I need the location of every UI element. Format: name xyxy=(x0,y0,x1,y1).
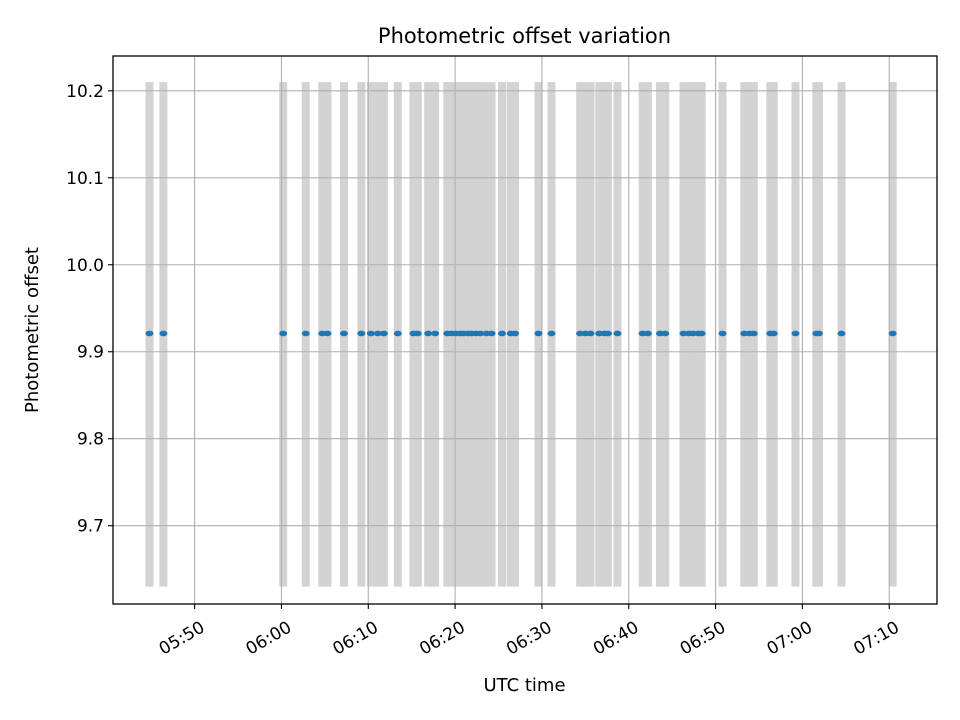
data-point xyxy=(339,330,348,337)
data-point xyxy=(379,330,388,337)
y-tick-label: 9.8 xyxy=(77,430,104,450)
data-point xyxy=(301,330,310,337)
data-point xyxy=(791,330,800,337)
data-point xyxy=(393,330,402,337)
y-tick-label: 9.7 xyxy=(77,517,104,537)
data-point xyxy=(511,330,520,337)
data-point xyxy=(769,330,778,337)
data-point xyxy=(661,330,670,337)
data-point xyxy=(603,330,612,337)
data-point xyxy=(279,330,288,337)
data-points xyxy=(145,330,897,337)
data-point xyxy=(547,330,556,337)
data-point xyxy=(718,330,727,337)
data-point xyxy=(366,330,375,337)
y-tick-label: 10.1 xyxy=(66,169,104,189)
data-point xyxy=(145,330,154,337)
y-tick-label: 10.0 xyxy=(66,256,104,276)
chart-title: Photometric offset variation xyxy=(378,24,671,48)
data-point xyxy=(413,330,422,337)
data-point xyxy=(749,330,758,337)
data-point xyxy=(357,330,366,337)
data-point xyxy=(373,330,382,337)
data-point xyxy=(476,330,485,337)
grid-lines xyxy=(113,56,937,604)
data-point xyxy=(586,330,595,337)
data-point xyxy=(643,330,652,337)
y-axis-label: Photometric offset xyxy=(22,247,43,413)
data-point xyxy=(497,330,506,337)
y-axis: 9.7 9.8 9.9 10.0 10.1 10.2 xyxy=(66,82,113,537)
data-point xyxy=(814,330,823,337)
y-tick-label: 9.9 xyxy=(77,343,104,363)
data-point xyxy=(424,330,433,337)
plot-frame xyxy=(112,55,938,605)
data-point xyxy=(697,330,706,337)
data-point xyxy=(613,330,622,337)
data-point xyxy=(837,330,846,337)
data-point xyxy=(323,330,332,337)
data-point xyxy=(534,330,543,337)
data-point xyxy=(487,330,496,337)
data-point xyxy=(888,330,897,337)
data-point xyxy=(431,330,440,337)
x-axis-label: UTC time xyxy=(483,675,565,696)
data-point xyxy=(159,330,168,337)
y-tick-label: 10.2 xyxy=(66,82,104,102)
